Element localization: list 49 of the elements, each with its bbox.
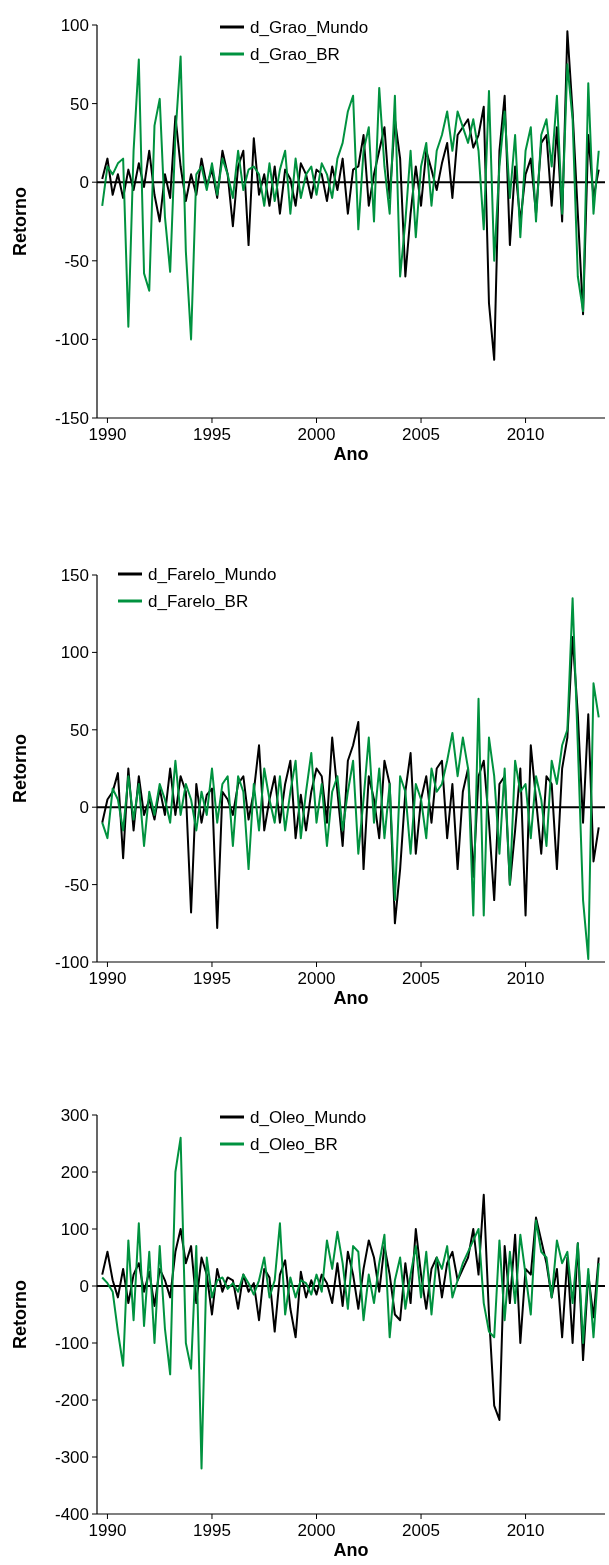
x-tick-label: 2010 [506, 969, 545, 988]
y-tick-label: 0 [79, 1276, 89, 1296]
x-tick-label: 2005 [402, 1521, 440, 1540]
x-tick-label: 1990 [88, 1521, 127, 1540]
y-tick-label: 100 [60, 15, 89, 35]
y-tick-label: -50 [64, 251, 89, 271]
x-tick-label: 2000 [297, 1521, 336, 1540]
x-tick-label: 2000 [297, 425, 336, 444]
y-tick-label: 50 [70, 720, 89, 740]
y-axis-title: Retorno [10, 1280, 30, 1349]
y-tick-label: 100 [60, 1219, 89, 1239]
y-tick-label: 0 [79, 798, 89, 818]
legend-label: d_Farelo_BR [148, 591, 249, 611]
x-tick-label: 1995 [193, 969, 231, 988]
y-tick-label: -150 [54, 408, 89, 428]
y-tick-label: -100 [54, 330, 89, 350]
legend-label: d_Grao_Mundo [250, 17, 369, 37]
x-axis-title: Ano [333, 444, 369, 464]
x-tick-label: 1990 [88, 969, 127, 988]
y-tick-label: -100 [54, 952, 89, 972]
x-axis-title: Ano [333, 1540, 369, 1560]
x-tick-label: 1995 [193, 425, 231, 444]
line-series [101, 597, 600, 960]
y-tick-label: 100 [60, 643, 89, 663]
legend-label: d_Farelo_Mundo [148, 564, 277, 584]
y-tick-label: -50 [64, 875, 89, 895]
y-tick-label: -100 [54, 1333, 89, 1353]
x-axis-title: Ano [333, 988, 369, 1008]
x-tick-label: 2000 [297, 969, 336, 988]
x-tick-label: 2005 [402, 969, 440, 988]
legend-label: d_Oleo_Mundo [250, 1107, 367, 1127]
x-tick-label: 2010 [506, 425, 545, 444]
legend-label: d_Oleo_BR [250, 1134, 338, 1154]
y-tick-label: 300 [60, 1105, 89, 1125]
y-axis-title: Retorno [10, 187, 30, 256]
x-tick-label: 1990 [88, 425, 127, 444]
legend-label: d_Grao_BR [250, 44, 340, 64]
y-tick-label: -200 [54, 1390, 89, 1410]
y-tick-label: 0 [79, 173, 89, 193]
y-tick-label: 50 [70, 94, 89, 114]
y-tick-label: 200 [60, 1162, 89, 1182]
x-tick-label: 2010 [506, 1521, 545, 1540]
y-tick-label: 150 [60, 565, 89, 585]
x-tick-label: 1995 [193, 1521, 231, 1540]
y-tick-label: -400 [54, 1504, 89, 1524]
x-tick-label: 2005 [402, 425, 440, 444]
line-series [101, 1136, 600, 1470]
y-axis-title: Retorno [10, 734, 30, 803]
y-tick-label: -300 [54, 1447, 89, 1467]
